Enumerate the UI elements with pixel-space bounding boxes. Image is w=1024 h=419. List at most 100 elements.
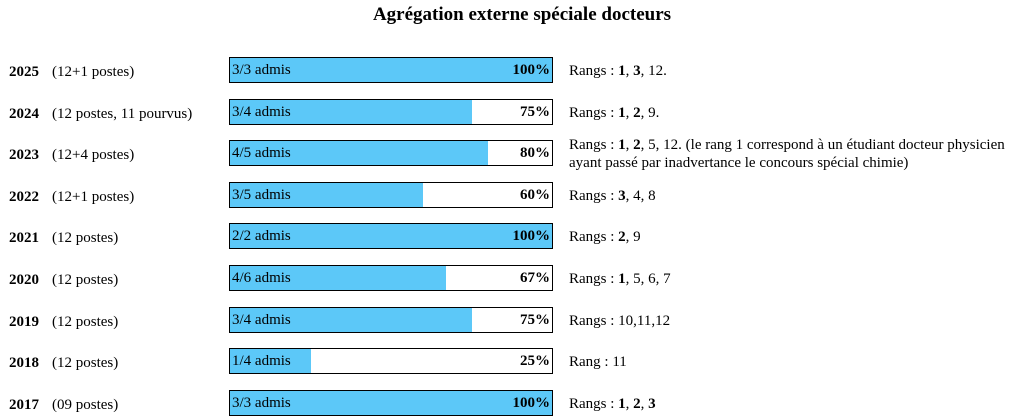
- chart-row: 2024 (12 postes, 11 pourvus) 3/4 admis 75% R…: [0, 98, 1024, 128]
- rank-bold: 1: [618, 396, 626, 412]
- year-label: 2018: [9, 355, 39, 371]
- admis-label: 3/3 admis: [232, 395, 291, 411]
- bar-track: 4/6 admis 67%: [229, 265, 553, 291]
- rank-bold: 1: [618, 105, 626, 121]
- percent-label: 60%: [520, 187, 550, 203]
- bar-fill: [230, 58, 552, 82]
- bar-track: 3/5 admis 60%: [229, 182, 553, 208]
- chart-row: 2023 (12+4 postes) 4/5 admis 80% Rangs : 1, …: [0, 136, 1024, 172]
- bar-track: 2/2 admis 100%: [229, 223, 553, 249]
- posts-label: (12+4 postes): [52, 147, 135, 163]
- rank-bold: 3: [648, 396, 656, 412]
- bar-track: 3/4 admis 75%: [229, 307, 553, 333]
- ranks-text: Rangs : 2, 9: [569, 228, 1019, 246]
- percent-label: 75%: [520, 104, 550, 120]
- bar-fill: [230, 266, 446, 290]
- rank-text: ,: [625, 137, 634, 153]
- posts-label: (12 postes): [52, 314, 119, 330]
- year-label: 2019: [9, 314, 39, 330]
- admis-label: 3/4 admis: [232, 312, 291, 328]
- bar-track: 3/3 admis 100%: [229, 390, 553, 416]
- rank-text: , 9.: [640, 105, 660, 121]
- chart-row: 2025 (12+1 postes) 3/3 admis 100% Rangs : 1,…: [0, 56, 1024, 86]
- year-label: 2021: [9, 230, 39, 246]
- ranks-text: Rangs : 1, 2, 5, 12. (le rang 1 correspo…: [569, 136, 1019, 172]
- posts-label: (12 postes): [52, 272, 119, 288]
- ranks-text: Rang : 11: [569, 353, 1019, 371]
- year-label: 2017: [9, 397, 39, 413]
- percent-label: 100%: [512, 228, 551, 244]
- posts-label: (09 postes): [52, 397, 119, 413]
- rank-bold: 1: [618, 63, 626, 79]
- bar-fill: [230, 349, 311, 373]
- rank-text: , 9: [625, 229, 641, 245]
- rank-text: ,: [625, 396, 634, 412]
- year-label: 2023: [9, 147, 39, 163]
- rank-bold: 2: [633, 137, 641, 153]
- chart-row: 2017 (09 postes) 3/3 admis 100% Rangs : 1, 2…: [0, 389, 1024, 419]
- chart-row: 2018 (12 postes) 1/4 admis 25% Rang : 11: [0, 347, 1024, 377]
- rank-bold: 1: [618, 271, 626, 287]
- posts-label: (12 postes): [52, 355, 119, 371]
- bar-track: 1/4 admis 25%: [229, 348, 553, 374]
- percent-label: 80%: [520, 145, 550, 161]
- chart-row: 2019 (12 postes) 3/4 admis 75% Rangs : 10,11…: [0, 306, 1024, 336]
- ranks-label: Rang :: [569, 354, 609, 370]
- rank-text: 11: [612, 354, 627, 370]
- rank-text: , 5, 12. (le rang 1 correspond à un étud…: [569, 137, 1005, 171]
- bar-track: 3/4 admis 75%: [229, 99, 553, 125]
- rank-text: , 4, 8: [625, 188, 656, 204]
- rank-text: ,: [625, 105, 634, 121]
- year-label: 2025: [9, 64, 39, 80]
- bar-track: 4/5 admis 80%: [229, 140, 553, 166]
- percent-label: 100%: [512, 62, 551, 78]
- admis-label: 3/3 admis: [232, 62, 291, 78]
- year-label: 2024: [9, 106, 39, 122]
- ranks-text: Rangs : 1, 3, 12.: [569, 62, 1019, 80]
- rank-bold: 1: [618, 137, 626, 153]
- page-title: Agrégation externe spéciale docteurs: [372, 4, 672, 25]
- year-label: 2020: [9, 272, 39, 288]
- admis-label: 4/5 admis: [232, 145, 291, 161]
- percent-label: 100%: [512, 395, 551, 411]
- admis-label: 3/5 admis: [232, 187, 291, 203]
- ranks-label: Rangs :: [569, 313, 615, 329]
- rank-bold: 2: [618, 229, 626, 245]
- chart-row: 2022 (12+1 postes) 3/5 admis 60% Rangs : 3, …: [0, 181, 1024, 211]
- bar-fill: [230, 100, 472, 124]
- rank-bold: 3: [618, 188, 626, 204]
- admis-label: 3/4 admis: [232, 104, 291, 120]
- rank-bold: 2: [633, 105, 641, 121]
- ranks-label: Rangs :: [569, 137, 615, 153]
- bar-fill: [230, 183, 423, 207]
- posts-label: (12+1 postes): [52, 64, 135, 80]
- ranks-label: Rangs :: [569, 271, 615, 287]
- admis-label: 2/2 admis: [232, 228, 291, 244]
- bar-fill: [230, 141, 488, 165]
- ranks-label: Rangs :: [569, 63, 615, 79]
- chart-row: 2020 (12 postes) 4/6 admis 67% Rangs : 1, 5,…: [0, 264, 1024, 294]
- rank-text: ,: [625, 63, 634, 79]
- ranks-text: Rangs : 3, 4, 8: [569, 187, 1019, 205]
- rank-bold: 3: [633, 63, 641, 79]
- percent-label: 67%: [520, 270, 550, 286]
- ranks-label: Rangs :: [569, 188, 615, 204]
- admis-label: 1/4 admis: [232, 353, 291, 369]
- bar-track: 3/3 admis 100%: [229, 57, 553, 83]
- ranks-text: Rangs : 10,11,12: [569, 312, 1019, 330]
- bar-fill: [230, 224, 552, 248]
- rank-text: ,: [640, 396, 649, 412]
- rank-text: , 12.: [640, 63, 667, 79]
- posts-label: (12+1 postes): [52, 189, 135, 205]
- posts-label: (12 postes): [52, 230, 119, 246]
- ranks-text: Rangs : 1, 2, 9.: [569, 104, 1019, 122]
- rank-text: , 5, 6, 7: [625, 271, 671, 287]
- bar-fill: [230, 308, 472, 332]
- rank-bold: 2: [633, 396, 641, 412]
- ranks-label: Rangs :: [569, 105, 615, 121]
- ranks-text: Rangs : 1, 2, 3: [569, 395, 1019, 413]
- admis-label: 4/6 admis: [232, 270, 291, 286]
- posts-label: (12 postes, 11 pourvus): [52, 106, 193, 122]
- ranks-label: Rangs :: [569, 396, 615, 412]
- percent-label: 25%: [520, 353, 550, 369]
